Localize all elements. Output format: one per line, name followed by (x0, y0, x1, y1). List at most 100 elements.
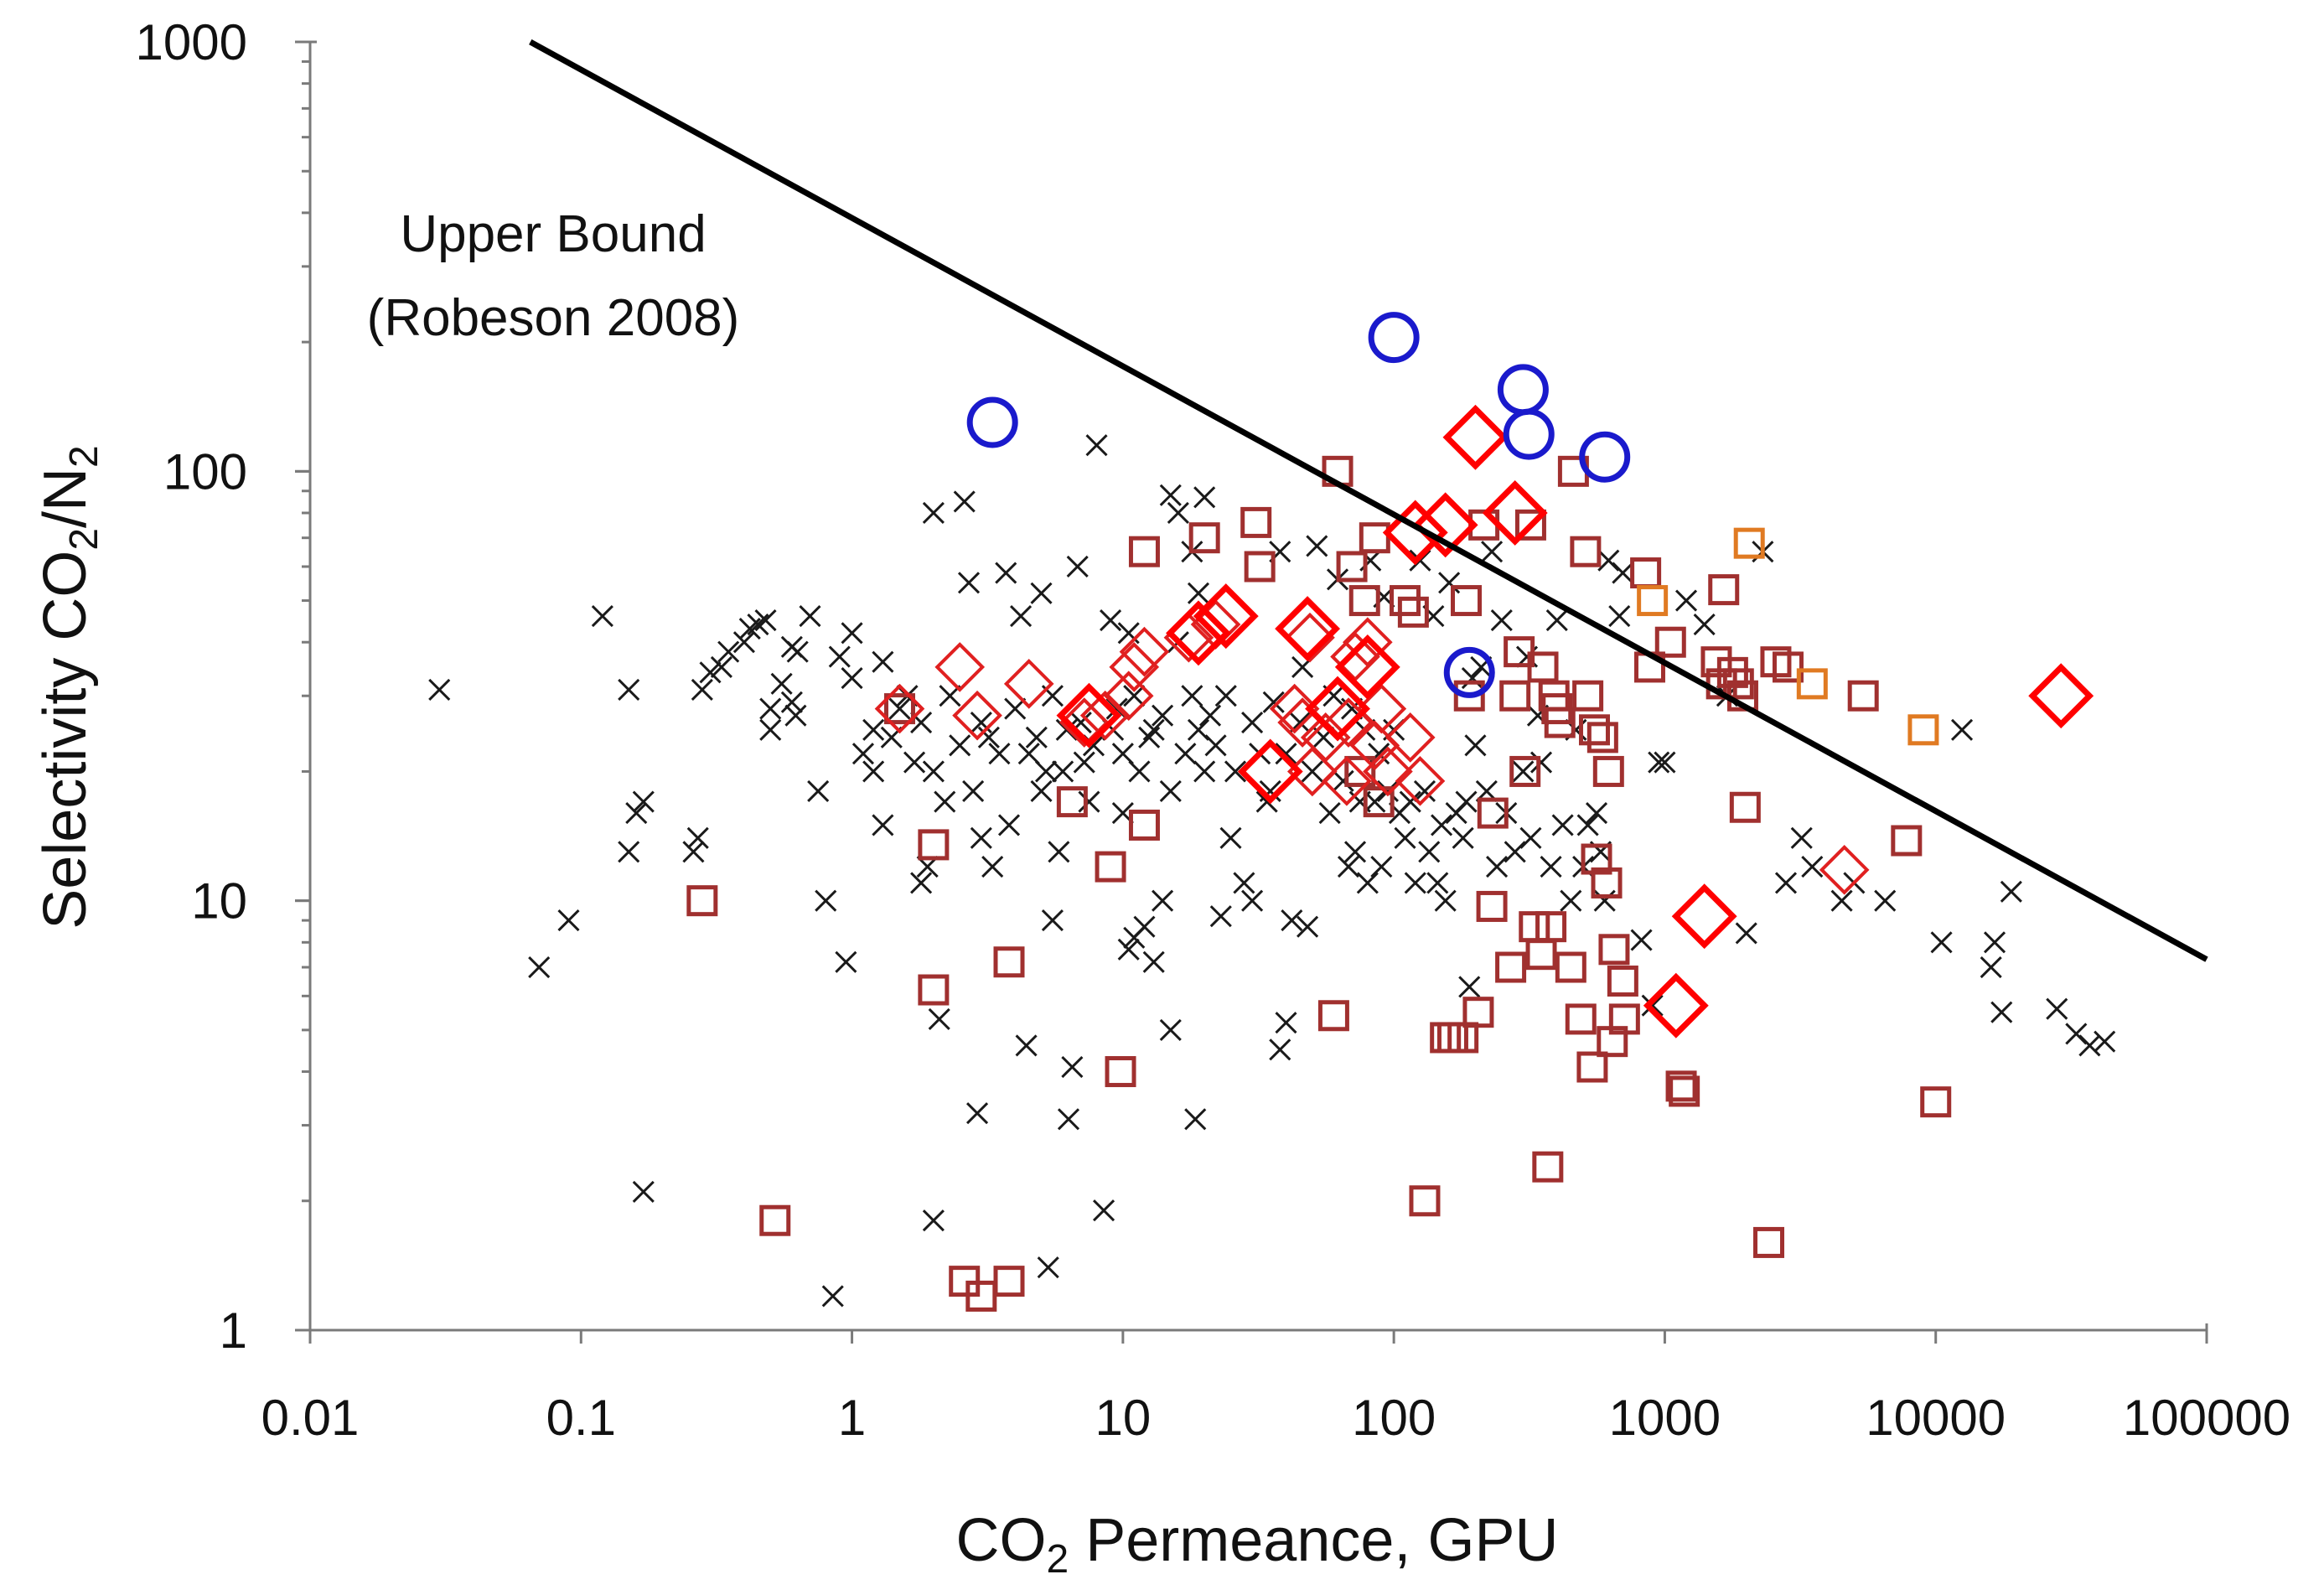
cross-point (1025, 726, 1048, 748)
cross-point (997, 814, 1021, 836)
diamond-point (1442, 404, 1509, 470)
cross-point (1519, 826, 1542, 849)
cross-point (995, 562, 1017, 584)
square-point (1344, 755, 1376, 787)
diamond-point (1193, 583, 1259, 650)
cross-point (1545, 608, 1568, 632)
cross-point (1048, 841, 1070, 863)
cross-point (1142, 718, 1165, 741)
cross-point (957, 572, 981, 594)
square-point (1591, 867, 1623, 898)
cross-point (1343, 841, 1367, 863)
cross-point (1551, 814, 1574, 836)
square-point (1462, 997, 1494, 1028)
square-point (1348, 585, 1380, 617)
diamond-point (1395, 756, 1446, 806)
cross-point (686, 826, 709, 849)
square-point (1716, 656, 1748, 688)
square-point (1240, 506, 1272, 538)
cross-point (1142, 950, 1165, 973)
cross-point (939, 685, 961, 707)
square-point (918, 974, 950, 1006)
diamond-point (1382, 500, 1448, 566)
x-tick-label: 1000 (1609, 1390, 1721, 1446)
cross-point (682, 841, 705, 863)
upper-bound-line (529, 39, 2208, 962)
diamond-point (2028, 663, 2094, 729)
diamond-point (1166, 600, 1231, 666)
cross-point (759, 697, 782, 720)
cross-point (1066, 555, 1089, 578)
square-point (1654, 626, 1686, 658)
diamond-point (1334, 634, 1400, 700)
cross-point (922, 501, 945, 525)
square-point (1708, 574, 1740, 606)
cross-point (1950, 718, 1974, 741)
square-point (1128, 536, 1160, 567)
square-point (1244, 551, 1276, 583)
cross-point (780, 691, 803, 713)
diamond-point (1103, 671, 1154, 722)
square-point (1920, 1086, 1952, 1118)
cross-point (1224, 760, 1247, 783)
cross-point (1512, 760, 1535, 783)
square-point (918, 829, 950, 861)
diamond-point (1819, 845, 1870, 895)
cross-point (1830, 889, 1853, 912)
cross-point (1801, 856, 1824, 878)
diamond-point (1671, 883, 1737, 950)
square-point (1637, 585, 1669, 617)
cross-point (1399, 790, 1421, 813)
cross-point (1061, 1055, 1084, 1079)
diamond-point (1643, 972, 1709, 1038)
diamond-point (1286, 746, 1338, 797)
cross-point (1593, 889, 1616, 912)
cross-point (1030, 582, 1053, 604)
cross-point (815, 889, 837, 912)
circle-point (966, 396, 1018, 448)
cross-point (1337, 856, 1360, 878)
cross-point (1174, 743, 1197, 765)
cross-point (888, 697, 911, 720)
square-point (1576, 1051, 1608, 1083)
square-point (1409, 1185, 1441, 1217)
circle-point (1579, 431, 1631, 483)
cross-point (1693, 613, 1716, 636)
square-point (1535, 911, 1567, 943)
x-tick-label: 10 (1095, 1390, 1151, 1446)
cross-point (1117, 938, 1140, 961)
cross-point (699, 661, 722, 684)
square-point (1607, 966, 1638, 997)
cross-point (2078, 1034, 2101, 1057)
cross-point (862, 718, 885, 741)
diamond-point (1305, 676, 1370, 742)
cross-point (786, 640, 809, 663)
square-point (759, 1204, 791, 1236)
square-point (1336, 551, 1368, 583)
cross-point (557, 909, 580, 932)
cross-point (1233, 872, 1255, 894)
square-point (1105, 1056, 1136, 1088)
cross-point (1193, 486, 1216, 509)
x-axis-title-main: CO (956, 1507, 1047, 1574)
cross-point (821, 1285, 844, 1308)
square-point (883, 693, 915, 725)
upper-bound-annotation-line1: Upper Bound (400, 205, 706, 263)
cross-point (1608, 605, 1631, 628)
square-point (1772, 651, 1804, 683)
square-point (1477, 797, 1509, 829)
cross-point (862, 760, 885, 783)
cross-point (807, 779, 830, 802)
cross-point (625, 802, 648, 825)
cross-point (1123, 685, 1146, 707)
y-axis-title-sub1: 2 (62, 528, 106, 551)
cross-point (1159, 779, 1182, 802)
cross-point (981, 856, 1004, 878)
cross-point (841, 666, 863, 690)
cross-point (970, 826, 992, 849)
square-point (1532, 1151, 1564, 1183)
cross-point (1612, 562, 1634, 584)
cross-point (1269, 1038, 1291, 1061)
cross-point (1078, 790, 1100, 813)
